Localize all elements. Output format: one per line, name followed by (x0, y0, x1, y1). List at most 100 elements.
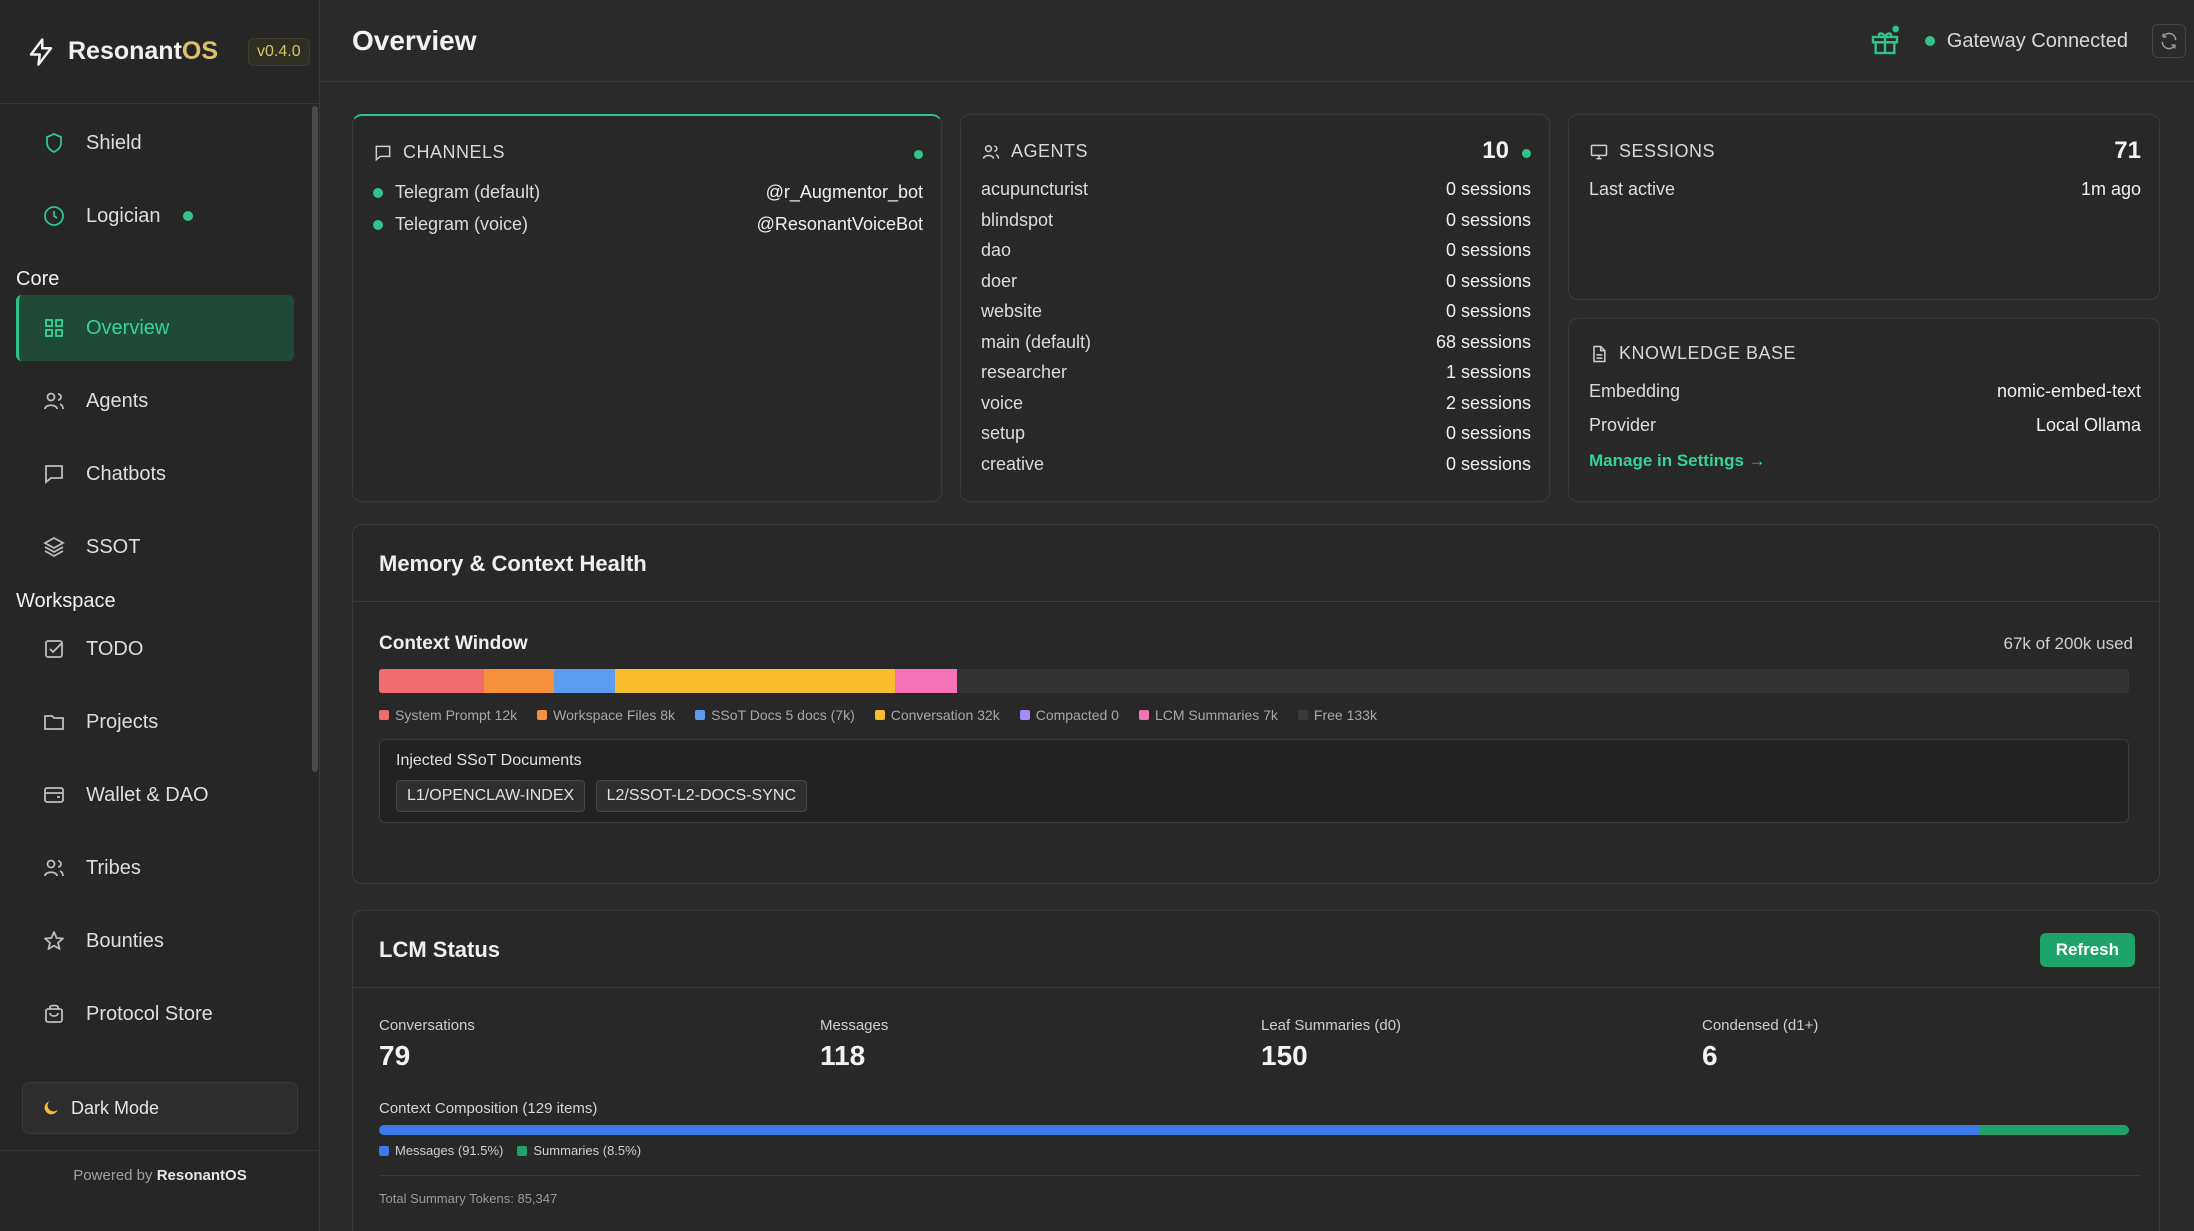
composition-bar (379, 1125, 2129, 1135)
legend-item: LCM Summaries 7k (1138, 707, 1278, 723)
agent-row[interactable]: website 0 sessions (981, 301, 1531, 322)
agent-row[interactable]: setup 0 sessions (981, 423, 1531, 444)
agents-list: acupuncturist 0 sessions blindspot 0 sessio… (981, 179, 1531, 484)
channel-row[interactable]: Telegram (default) @r_Augmentor_bot (373, 182, 923, 203)
agent-row[interactable]: dao 0 sessions (981, 240, 1531, 261)
manage-settings-link[interactable]: Manage in Settings → (1589, 451, 1766, 470)
legend-item: Free 133k (1297, 707, 1377, 723)
channel-row[interactable]: Telegram (voice) @ResonantVoiceBot (373, 214, 923, 235)
composition-segment (1980, 1125, 2129, 1135)
sidebar-item-todo[interactable]: TODO (16, 616, 294, 682)
users-icon (982, 144, 1000, 159)
doc-tag[interactable]: L2/SSOT-L2-DOCS-SYNC (595, 780, 807, 812)
agents-title: AGENTS (981, 141, 1088, 162)
composition-label: Context Composition (129 items) (379, 1100, 598, 1117)
agent-name: creative (981, 453, 1045, 474)
sidebar-item-overview[interactable]: Overview (16, 295, 294, 361)
context-usage: 67k of 200k used (2003, 634, 2133, 653)
sidebar-item-protocol-store[interactable]: Protocol Store (16, 981, 294, 1047)
embedding-row: Embedding nomic-embed-text (1589, 381, 2141, 401)
sidebar-item-tribes[interactable]: Tribes (16, 835, 294, 901)
bag-icon (45, 1004, 63, 1023)
chat-icon (375, 145, 391, 161)
wallet-icon (44, 787, 64, 803)
refresh-icon-button[interactable] (2152, 24, 2186, 58)
legend-swatch (874, 710, 885, 720)
legend-item: Messages (91.5%) (379, 1143, 503, 1158)
agent-row[interactable]: creative 0 sessions (981, 454, 1531, 475)
users-icon (44, 392, 64, 410)
doc-tag[interactable]: L1/OPENCLAW-INDEX (396, 780, 586, 812)
legend-swatch (379, 710, 389, 720)
total-summary-tokens: Total Summary Tokens: 85,347 (379, 1191, 558, 1206)
channels-status-dot (914, 150, 923, 159)
injected-docs-title: Injected SSoT Documents (396, 752, 582, 769)
sidebar-item-logician[interactable]: Logician (16, 183, 294, 249)
sidebar-scrollbar[interactable] (312, 106, 318, 772)
agent-sessions: 1 sessions (1445, 362, 1531, 382)
agent-sessions: 2 sessions (1445, 392, 1531, 413)
gift-icon[interactable] (1869, 25, 1901, 57)
agent-row[interactable]: acupuncturist 0 sessions (981, 179, 1531, 200)
sidebar-item-shield[interactable]: Shield (16, 110, 294, 176)
sidebar-item-label: Chatbots (86, 462, 167, 485)
agent-sessions: 0 sessions (1445, 301, 1531, 321)
agent-row[interactable]: researcher 1 sessions (981, 362, 1531, 383)
agent-row[interactable]: voice 2 sessions (981, 393, 1531, 414)
sidebar-item-projects[interactable]: Projects (16, 689, 294, 755)
agent-sessions: 0 sessions (1445, 423, 1531, 443)
legend-item: Summaries (8.5%) (517, 1143, 641, 1158)
channel-status-dot (373, 187, 383, 198)
agent-name: blindspot (981, 209, 1054, 230)
agent-row[interactable]: main (default) 68 sessions (981, 332, 1531, 353)
memory-title: Memory & Context Health (379, 551, 647, 576)
stat-conversations: Conversations 79 (379, 1017, 475, 1071)
legend-swatch (1138, 710, 1149, 720)
refresh-button[interactable]: Refresh (2039, 933, 2135, 967)
section-label-workspace: Workspace (16, 590, 116, 612)
agent-name: setup (981, 423, 1026, 443)
agent-row[interactable]: blindspot 0 sessions (981, 210, 1531, 231)
sidebar-item-ssot[interactable]: SSOT (16, 514, 294, 580)
agent-row[interactable]: doer 0 sessions (981, 271, 1531, 292)
memory-context-card: Memory & Context Health Context Window 6… (352, 524, 2160, 884)
document-icon (1593, 345, 1606, 362)
powered-by: Powered by ResonantOS (0, 1150, 320, 1184)
dark-mode-toggle[interactable]: Dark Mode (22, 1082, 298, 1134)
chat-icon (45, 465, 63, 484)
agent-sessions: 0 sessions (1445, 179, 1531, 199)
sidebar-item-label: SSOT (86, 535, 141, 558)
knowledge-base-card: KNOWLEDGE BASE Embedding nomic-embed-tex… (1568, 318, 2160, 502)
lcm-title: LCM Status (379, 937, 500, 962)
legend-swatch (1297, 710, 1308, 720)
last-active-row: Last active 1m ago (1589, 179, 2141, 199)
agent-name: dao (981, 240, 1012, 260)
agent-name: main (default) (981, 331, 1092, 352)
channels-title: CHANNELS (373, 142, 505, 163)
sidebar-item-bounties[interactable]: Bounties (16, 908, 294, 974)
context-window-bar (379, 669, 2129, 693)
sidebar-item-chatbots[interactable]: Chatbots (16, 441, 294, 507)
legend-swatch (517, 1145, 528, 1156)
context-legend: System Prompt 12k Workspace Files 8k SSoT … (379, 707, 1397, 723)
brand[interactable]: ResonantOS v0.4.0 (0, 0, 319, 104)
sidebar-item-agents[interactable]: Agents (16, 368, 294, 434)
agent-name: acupuncturist (981, 179, 1089, 199)
stat-messages: Messages 118 (820, 1017, 889, 1071)
legend-swatch (537, 710, 548, 720)
lcm-status-card: LCM Status Refresh Conversations 79 Mess… (352, 910, 2160, 1231)
legend-item: SSoT Docs 5 docs (7k) (695, 707, 855, 723)
context-segment (379, 669, 484, 693)
grid-icon (45, 319, 63, 337)
checkbox-icon (45, 640, 63, 658)
agent-sessions: 0 sessions (1445, 453, 1531, 474)
context-segment (484, 669, 554, 693)
channels-card: CHANNELS Telegram (default) @r_Augmentor… (352, 114, 942, 502)
sidebar-item-label: Wallet & DAO (86, 783, 209, 806)
stat-leaf-summaries: Leaf Summaries (d0) 150 (1261, 1017, 1402, 1071)
legend-swatch (1019, 710, 1030, 720)
sidebar-item-label: Shield (86, 131, 142, 154)
agent-sessions: 0 sessions (1445, 240, 1531, 260)
legend-item: Compacted 0 (1019, 707, 1119, 723)
sidebar-item-wallet-dao[interactable]: Wallet & DAO (16, 762, 294, 828)
